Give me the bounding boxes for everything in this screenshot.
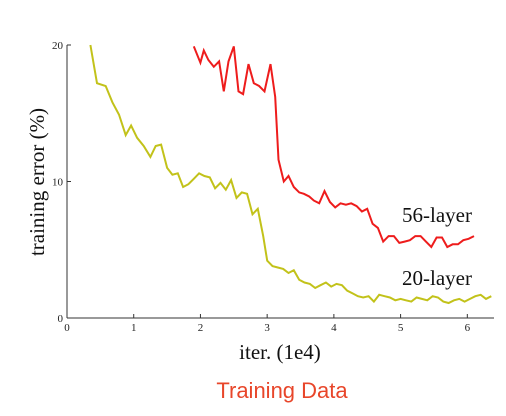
series-label-20-layer: 20-layer — [402, 266, 472, 290]
x-tick-label: 2 — [198, 322, 204, 334]
x-ticks: 0 1 2 3 4 5 6 — [64, 314, 471, 334]
y-ticks: 0 10 20 — [52, 40, 71, 325]
x-tick-label: 0 — [64, 322, 70, 334]
chart-caption: Training Data — [216, 378, 348, 403]
y-tick-label: 0 — [58, 313, 64, 325]
x-tick-label: 5 — [398, 322, 404, 334]
series-line-56-layer — [192, 46, 475, 249]
x-tick-label: 4 — [331, 322, 337, 334]
x-tick-label: 1 — [131, 322, 137, 334]
y-tick-label: 10 — [52, 177, 64, 189]
series-line-20-layer — [89, 44, 492, 305]
series-label-56-layer: 56-layer — [402, 203, 472, 227]
x-tick-label: 3 — [264, 322, 270, 334]
x-axis-label: iter. (1e4) — [239, 340, 321, 364]
series-layer — [89, 44, 492, 305]
y-axis-label: training error (%) — [25, 108, 49, 256]
x-tick-label: 6 — [465, 322, 471, 334]
y-tick-label: 20 — [52, 40, 64, 52]
